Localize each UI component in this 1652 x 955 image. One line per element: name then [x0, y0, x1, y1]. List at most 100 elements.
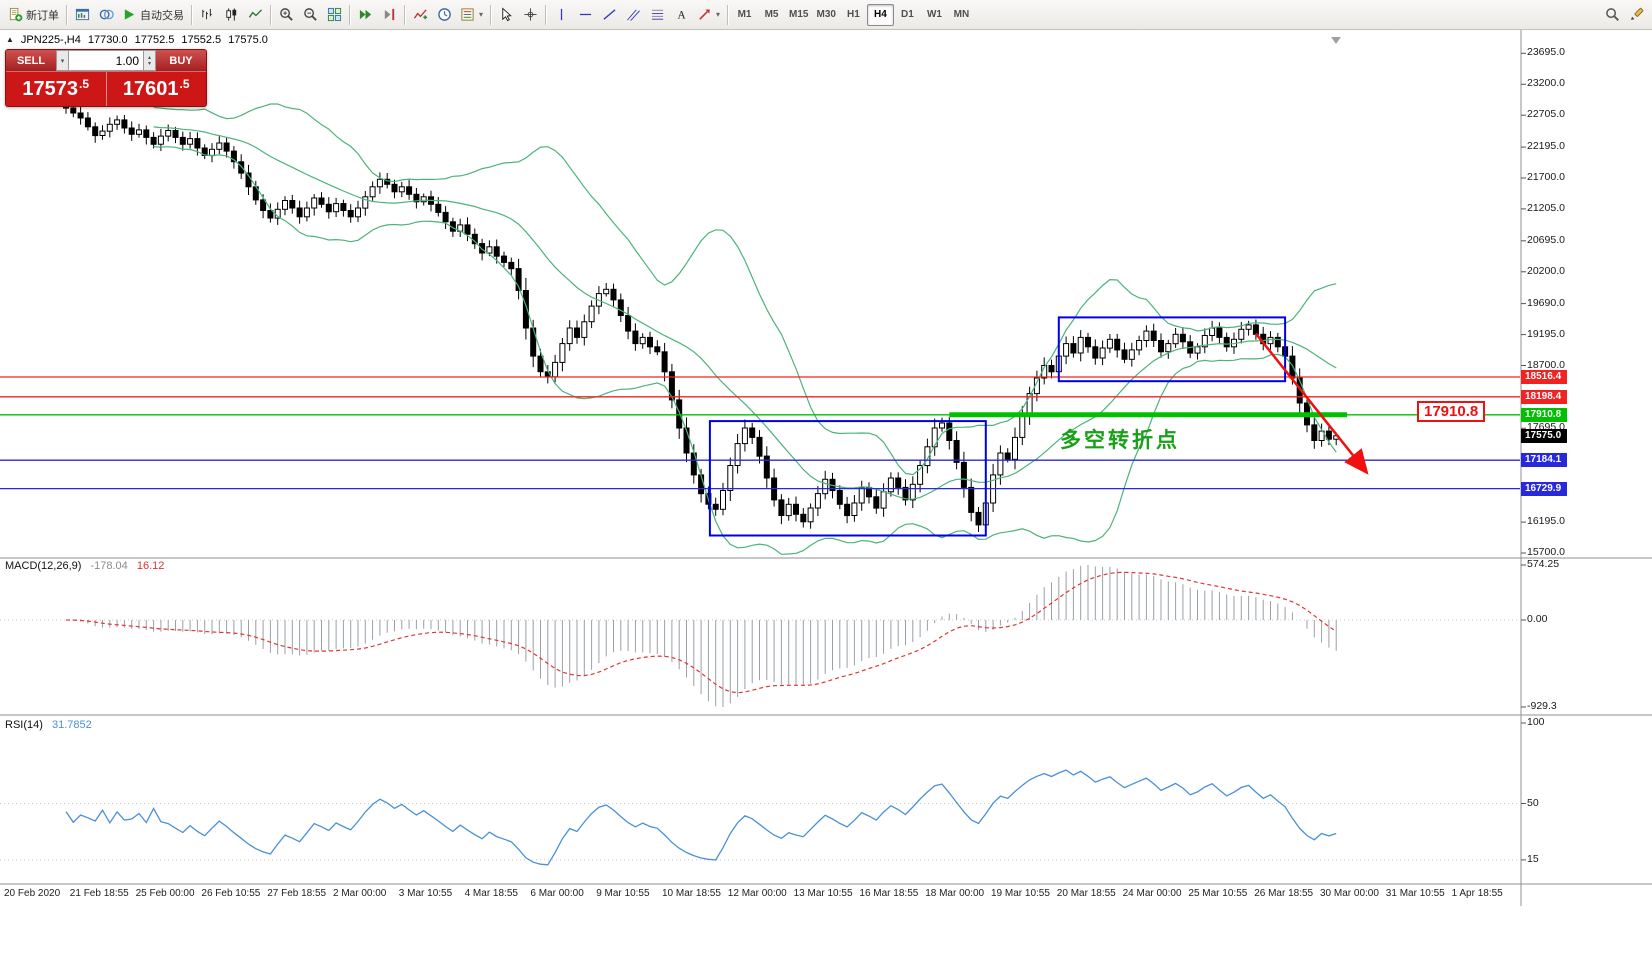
- buy-price[interactable]: 17601 .5: [106, 72, 206, 106]
- grid-icon: [327, 7, 342, 22]
- macd-histogram: [72, 565, 1337, 707]
- toolbar-separator: [490, 4, 492, 25]
- toolbar-group: [494, 0, 542, 29]
- quick-edit-button[interactable]: [1624, 3, 1648, 27]
- tile-windows-button[interactable]: [322, 3, 346, 27]
- crosshair-button[interactable]: [518, 3, 542, 27]
- ohlc-close: 17575.0: [228, 34, 268, 46]
- trendline-button[interactable]: [597, 3, 621, 27]
- timeframe-d1-button[interactable]: D1: [901, 9, 914, 20]
- templates-button[interactable]: ▾: [456, 3, 487, 27]
- toolbar-separator: [270, 4, 271, 25]
- one-click-toggle-icon[interactable]: ▲: [6, 35, 14, 44]
- timeframe-h4-button[interactable]: H4: [866, 3, 894, 26]
- macd-signal-value: 16.12: [136, 560, 165, 572]
- buy-button[interactable]: BUY: [156, 50, 206, 71]
- autotrading-button-label: 自动交易: [140, 9, 184, 22]
- timeframe-mn-button[interactable]: MN: [953, 9, 970, 20]
- chevron-down-icon: ▾: [479, 10, 484, 19]
- buy-price-int: 17601: [122, 77, 179, 100]
- template-icon: [460, 7, 475, 22]
- bars-icon: [200, 7, 215, 22]
- toolbar-group: [195, 0, 267, 29]
- search-button[interactable]: [1600, 3, 1624, 27]
- timeframe-w1-button[interactable]: W1: [926, 9, 942, 20]
- vline-icon: [554, 7, 569, 22]
- volume-dropdown[interactable]: ▾: [56, 50, 69, 71]
- zoom-in-icon: [279, 7, 294, 22]
- chart-shift-button[interactable]: [377, 3, 401, 27]
- toolbar-separator: [349, 4, 350, 25]
- ohlc-high: 17752.5: [134, 34, 175, 46]
- ohlc-open: 17730.0: [87, 34, 128, 46]
- rsi-line: [65, 769, 1337, 866]
- candles-icon: [224, 7, 239, 22]
- fibonacci-button[interactable]: [645, 3, 669, 27]
- sell-price[interactable]: 17573 .5: [6, 72, 106, 106]
- toolbar-separator: [191, 4, 192, 25]
- auto-scroll-button[interactable]: [353, 3, 377, 27]
- cursor-icon: [499, 7, 514, 22]
- timeframe-m5-button[interactable]: M5: [764, 9, 779, 20]
- new-order-icon: [8, 7, 23, 22]
- chart-shift-icon: [382, 7, 397, 22]
- timeframe-h1-button[interactable]: H1: [847, 9, 860, 20]
- sell-button[interactable]: SELL: [6, 50, 56, 71]
- polyline-icon: [248, 7, 263, 22]
- play-icon: [122, 7, 137, 22]
- new-chart-button[interactable]: [70, 3, 94, 27]
- toolbar: 新订单 自动交易 ▾ A ▾ M1 M5 M15 M30 H1 H4 D1 W1 MN: [0, 0, 1652, 30]
- periods-button[interactable]: [432, 3, 456, 27]
- sell-price-decimal: .5: [79, 77, 90, 91]
- volume-input[interactable]: 1.00: [69, 50, 143, 71]
- toolbar-separator: [66, 4, 67, 25]
- line-chart-button[interactable]: [243, 3, 267, 27]
- arrow-icon: [697, 7, 712, 22]
- timeframe-m30-button[interactable]: M30: [816, 9, 836, 20]
- toolbar-right-group: [1600, 3, 1648, 27]
- macd-indicator-label: MACD(12,26,9) -178.04 16.12: [5, 560, 164, 572]
- stepper-down-icon[interactable]: ▾: [147, 60, 151, 67]
- stepper-up-icon[interactable]: ▴: [147, 54, 151, 61]
- chevron-down-icon: ▾: [716, 10, 721, 19]
- arrows-button[interactable]: ▾: [693, 3, 724, 27]
- turning-point-annotation: 多空转折点: [1060, 429, 1180, 452]
- crosshair-icon: [523, 7, 538, 22]
- profiles-button[interactable]: [94, 3, 118, 27]
- autoscroll-icon: [358, 7, 373, 22]
- channel-button[interactable]: [621, 3, 645, 27]
- text-button[interactable]: A: [669, 3, 693, 27]
- price-divider: [105, 72, 107, 106]
- highlight-boxes: [708, 316, 1287, 537]
- buy-price-decimal: .5: [179, 77, 190, 91]
- volume-stepper[interactable]: ▴ ▾: [143, 50, 156, 71]
- chart-shift-marker: [1331, 37, 1341, 44]
- rsi-indicator-label: RSI(14) 31.7852: [5, 719, 92, 731]
- rsi-name: RSI(14): [5, 719, 43, 731]
- zoom-in-button[interactable]: [274, 3, 298, 27]
- timeframe-m15-button[interactable]: M15: [789, 9, 809, 20]
- symbol-name: JPN225-,H4: [20, 34, 81, 46]
- candlestick-button[interactable]: [219, 3, 243, 27]
- new-order-button[interactable]: 新订单: [4, 3, 63, 27]
- candlestick-series: [63, 101, 1340, 535]
- cursor-button[interactable]: [494, 3, 518, 27]
- ohlc-low: 17552.5: [181, 34, 222, 46]
- toolbar-separator: [727, 4, 729, 25]
- bar-chart-button[interactable]: [195, 3, 219, 27]
- channel-icon: [626, 7, 641, 22]
- vertical-line-button[interactable]: [549, 3, 573, 27]
- magnifier-icon: [1605, 7, 1620, 22]
- text-icon: A: [674, 7, 689, 22]
- indicators-icon: [413, 7, 428, 22]
- zoom-out-button[interactable]: [298, 3, 322, 27]
- timeframe-m1-button[interactable]: M1: [737, 9, 752, 20]
- toolbar-separator: [545, 4, 547, 25]
- horizontal-line-button[interactable]: [573, 3, 597, 27]
- autotrading-button[interactable]: 自动交易: [118, 3, 188, 27]
- toolbar-group: 新订单: [4, 0, 63, 29]
- indicators-button[interactable]: [408, 3, 432, 27]
- toolbar-group: 自动交易: [70, 0, 188, 29]
- one-click-trading-panel: SELL ▾ 1.00 ▴ ▾ BUY 17573 .5 17601 .5: [5, 49, 207, 107]
